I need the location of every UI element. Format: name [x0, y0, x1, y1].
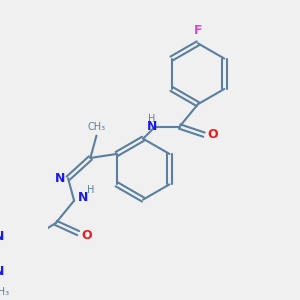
- Text: O: O: [207, 128, 218, 141]
- Text: N: N: [0, 230, 4, 243]
- Text: CH₃: CH₃: [87, 122, 106, 132]
- Text: CH₃: CH₃: [0, 287, 10, 297]
- Text: N: N: [147, 120, 157, 133]
- Text: O: O: [81, 229, 92, 242]
- Text: H: H: [87, 184, 94, 194]
- Text: N: N: [78, 191, 88, 204]
- Text: N: N: [54, 172, 65, 185]
- Text: F: F: [194, 24, 202, 37]
- Text: H: H: [148, 114, 155, 124]
- Text: N: N: [0, 265, 4, 278]
